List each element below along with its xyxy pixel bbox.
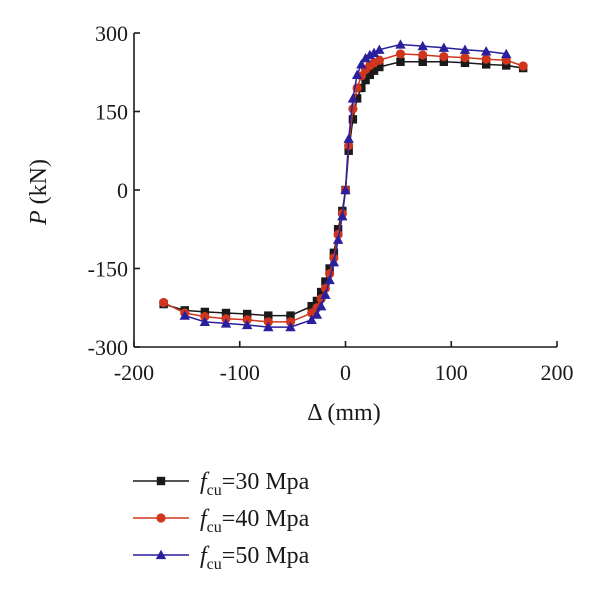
data-point	[438, 42, 450, 52]
data-point	[241, 319, 253, 330]
data-point	[343, 133, 354, 143]
data-point	[481, 54, 491, 64]
data-point	[333, 225, 343, 234]
data-point	[460, 58, 470, 68]
data-point	[324, 274, 335, 285]
legend-marker	[155, 549, 167, 560]
data-point	[439, 57, 449, 66]
data-point	[220, 318, 232, 328]
series-layer	[159, 39, 528, 332]
series-3	[179, 39, 512, 332]
data-point	[306, 314, 317, 324]
y-tick-label: -300	[88, 335, 128, 360]
y-tick-label: -150	[88, 257, 128, 282]
data-point	[481, 60, 491, 69]
data-point	[502, 61, 511, 70]
legend-item-fcu30: fcu=30 Mpa	[133, 469, 310, 499]
data-point	[200, 307, 210, 317]
data-point	[356, 59, 367, 69]
data-point	[221, 308, 231, 318]
data-point	[396, 57, 405, 66]
data-point	[351, 69, 363, 80]
data-point	[311, 309, 323, 319]
legend-marker	[156, 513, 166, 523]
x-tick-label: -200	[114, 360, 154, 385]
x-tick-label: -100	[220, 360, 260, 385]
data-point	[159, 297, 169, 308]
data-point	[348, 115, 358, 124]
data-point	[395, 39, 406, 49]
legend-item-fcu50: fcu=50 Mpa	[133, 543, 310, 573]
data-point	[369, 66, 379, 75]
data-point	[321, 277, 330, 286]
data-point	[320, 289, 331, 299]
data-point	[347, 93, 359, 103]
data-point	[501, 48, 512, 59]
x-tick-label: 200	[541, 360, 574, 385]
data-point	[418, 50, 428, 60]
data-point	[285, 321, 296, 332]
data-point	[374, 55, 384, 65]
data-point	[328, 257, 340, 267]
tick-layer: 300 150 0 -150 -300-200 -100 0 100 200	[88, 21, 574, 385]
legend-marker-shape	[156, 476, 166, 486]
data-point	[395, 49, 406, 59]
data-point	[340, 184, 351, 195]
y-axis-label-unit: (kN)	[26, 159, 52, 210]
data-point	[264, 311, 273, 320]
legend: fcu=30 Mpa fcu=40 Mpa fcu=50 Mpa	[133, 469, 310, 573]
data-point	[199, 316, 211, 327]
data-point	[200, 312, 210, 322]
x-axis-label: Δ (mm)	[307, 400, 380, 426]
data-point	[361, 75, 370, 85]
data-point	[439, 51, 449, 62]
data-point	[263, 317, 273, 327]
data-point	[242, 309, 252, 319]
y-axis-label-symbol: P	[26, 210, 52, 226]
legend-marker-shape	[155, 549, 167, 560]
data-point	[263, 321, 274, 332]
data-point	[374, 44, 385, 54]
data-point	[365, 70, 375, 80]
data-point	[329, 248, 339, 257]
data-point	[332, 234, 344, 244]
data-point	[286, 311, 295, 320]
legend-label: fcu=30 Mpa	[200, 469, 310, 499]
data-point	[518, 61, 528, 71]
data-point	[307, 301, 316, 311]
data-point	[368, 47, 380, 58]
data-point	[285, 317, 296, 327]
data-point	[312, 296, 322, 306]
data-point	[337, 210, 348, 221]
y-axis-label: P (kN)	[26, 159, 52, 226]
data-point	[375, 62, 384, 72]
y-tick-label: 0	[117, 178, 128, 203]
data-point	[348, 104, 358, 114]
data-point	[315, 300, 327, 311]
data-point	[417, 40, 428, 51]
legend-marker	[156, 476, 166, 486]
plot-area: 300 150 0 -150 -300-200 -100 0 100 200	[88, 21, 574, 385]
data-point	[325, 264, 334, 273]
legend-marker-shape	[156, 513, 166, 523]
x-tick-label: 0	[340, 360, 351, 385]
data-point	[459, 44, 471, 54]
data-point	[333, 229, 343, 240]
series-2	[159, 49, 528, 327]
data-point	[460, 52, 470, 63]
data-point	[418, 57, 427, 66]
data-point	[352, 94, 362, 103]
y-tick-label: 300	[95, 21, 128, 46]
data-point	[316, 287, 326, 297]
legend-label: fcu=40 Mpa	[200, 506, 310, 536]
data-point	[242, 315, 252, 325]
y-tick-label: 150	[95, 100, 128, 125]
legend-item-fcu40: fcu=40 Mpa	[133, 506, 310, 536]
legend-label: fcu=50 Mpa	[200, 543, 310, 573]
data-point	[480, 46, 492, 56]
data-point	[179, 310, 190, 320]
x-tick-label: 100	[435, 360, 468, 385]
